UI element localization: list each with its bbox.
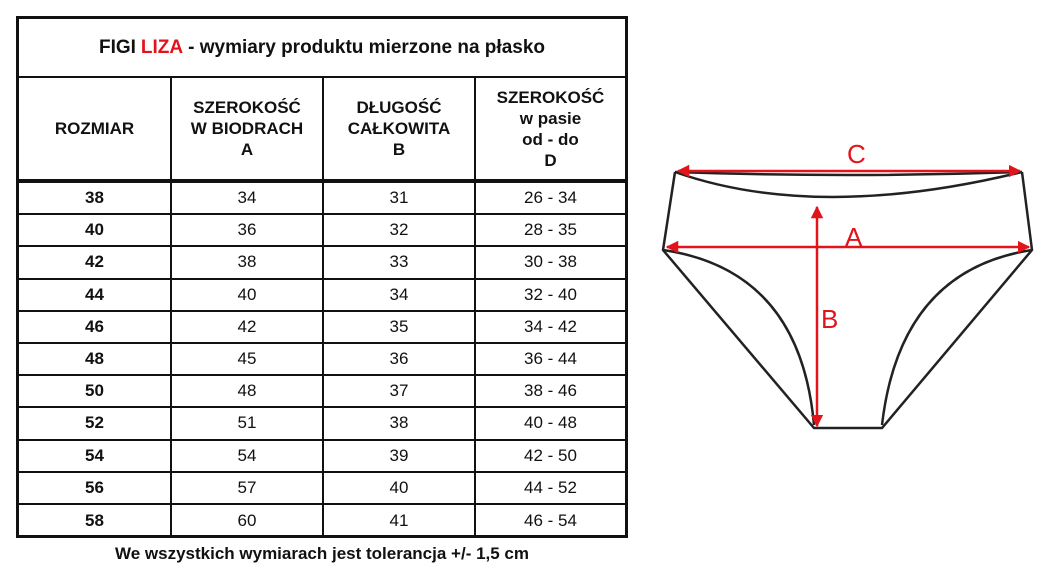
table-row: 48 45 36 36 - 44 bbox=[19, 343, 625, 377]
cell-waist-width: 34 - 42 bbox=[524, 316, 577, 336]
table-row: 42 38 33 30 - 38 bbox=[19, 247, 625, 280]
cell-total-length: 41 bbox=[324, 504, 476, 538]
cell-hip-width: 36 bbox=[172, 215, 324, 246]
table-header: ROZMIAR SZEROKOŚĆ W BIODRACH A DŁUGOŚĆ C… bbox=[19, 78, 625, 183]
cell-hip-width: 34 bbox=[172, 183, 324, 214]
cell-waist-width: 38 - 46 bbox=[524, 381, 577, 401]
cell-hip-width: 54 bbox=[172, 440, 324, 471]
cell-hip-width: 42 bbox=[172, 311, 324, 342]
cell-total-length: 37 bbox=[324, 376, 476, 407]
title-prefix: FIGI bbox=[98, 36, 136, 58]
cell-hip-width: 45 bbox=[172, 343, 324, 375]
cell-size: 42 bbox=[19, 247, 172, 278]
cell-hip-width: 48 bbox=[172, 376, 324, 407]
cell-waist-width: 26 - 34 bbox=[524, 188, 577, 208]
cell-waist-width: 46 - 54 bbox=[524, 510, 577, 530]
tolerance-note: We wszystkich wymiarach jest tolerancja … bbox=[114, 544, 530, 563]
header-total-length: DŁUGOŚĆ CAŁKOWITA B bbox=[324, 78, 476, 179]
cell-size: 40 bbox=[19, 215, 172, 246]
cell-size: 38 bbox=[19, 183, 172, 214]
cell-total-length: 33 bbox=[324, 247, 476, 278]
cell-size: 46 bbox=[19, 311, 172, 342]
label-a: A bbox=[845, 222, 863, 252]
cell-waist-width: 28 - 35 bbox=[524, 220, 577, 240]
cell-total-length: 34 bbox=[324, 279, 476, 310]
cell-size: 44 bbox=[19, 279, 172, 310]
cell-total-length: 32 bbox=[324, 215, 476, 246]
cell-hip-width: 57 bbox=[172, 472, 324, 503]
header-hip-width: SZEROKOŚĆ W BIODRACH A bbox=[172, 78, 324, 179]
table-body: 38 34 31 26 - 34 40 36 32 28 - 35 42 38 33 30 - 38 4… bbox=[19, 183, 625, 538]
table-row: 44 40 34 32 - 40 bbox=[19, 279, 625, 312]
briefs-outline bbox=[661, 170, 1034, 430]
product-name: LIZA bbox=[140, 36, 184, 58]
cell-waist-width: 30 - 38 bbox=[524, 252, 577, 272]
table-title: FIGI LIZA - wymiary produktu mierzone na… bbox=[19, 19, 625, 78]
cell-waist-width: 42 - 50 bbox=[524, 445, 577, 465]
cell-total-length: 38 bbox=[324, 408, 476, 439]
header-size: ROZMIAR bbox=[19, 78, 172, 179]
table-row: 54 54 39 42 - 50 bbox=[19, 440, 625, 473]
cell-waist-width: 44 - 52 bbox=[524, 477, 577, 497]
cell-hip-width: 51 bbox=[172, 408, 324, 439]
label-b: B bbox=[821, 304, 838, 334]
table-row: 40 36 32 28 - 35 bbox=[19, 215, 625, 248]
cell-waist-width: 32 - 40 bbox=[524, 284, 577, 304]
cell-hip-width: 60 bbox=[172, 504, 324, 538]
cell-hip-width: 38 bbox=[172, 247, 324, 278]
cell-total-length: 31 bbox=[324, 183, 476, 214]
cell-total-length: 39 bbox=[324, 440, 476, 471]
cell-size: 52 bbox=[19, 408, 172, 439]
cell-hip-width: 40 bbox=[172, 279, 324, 310]
cell-size: 50 bbox=[19, 376, 172, 407]
cell-total-length: 36 bbox=[324, 343, 476, 375]
cell-total-length: 35 bbox=[324, 311, 476, 342]
size-table: FIGI LIZA - wymiary produktu mierzone na… bbox=[16, 16, 628, 538]
header-waist-width: SZEROKOŚĆ w pasie od - do D bbox=[496, 87, 605, 170]
cell-total-length: 40 bbox=[324, 472, 476, 503]
title-suffix: - wymiary produktu mierzone na płasko bbox=[188, 36, 546, 58]
table-row: 46 42 35 34 - 42 bbox=[19, 311, 625, 344]
cell-waist-width: 36 - 44 bbox=[524, 349, 577, 369]
label-c: C bbox=[847, 139, 866, 169]
table-row: 56 57 40 44 - 52 bbox=[19, 472, 625, 505]
table-row: 38 34 31 26 - 34 bbox=[19, 183, 625, 216]
cell-size: 48 bbox=[19, 343, 172, 375]
cell-size: 58 bbox=[19, 504, 172, 538]
cell-waist-width: 40 - 48 bbox=[524, 413, 577, 433]
table-row: 50 48 37 38 - 46 bbox=[19, 376, 625, 409]
cell-size: 56 bbox=[19, 472, 172, 503]
table-row: 52 51 38 40 - 48 bbox=[19, 408, 625, 441]
table-row: 58 60 41 46 - 54 bbox=[19, 504, 625, 538]
cell-size: 54 bbox=[19, 440, 172, 471]
